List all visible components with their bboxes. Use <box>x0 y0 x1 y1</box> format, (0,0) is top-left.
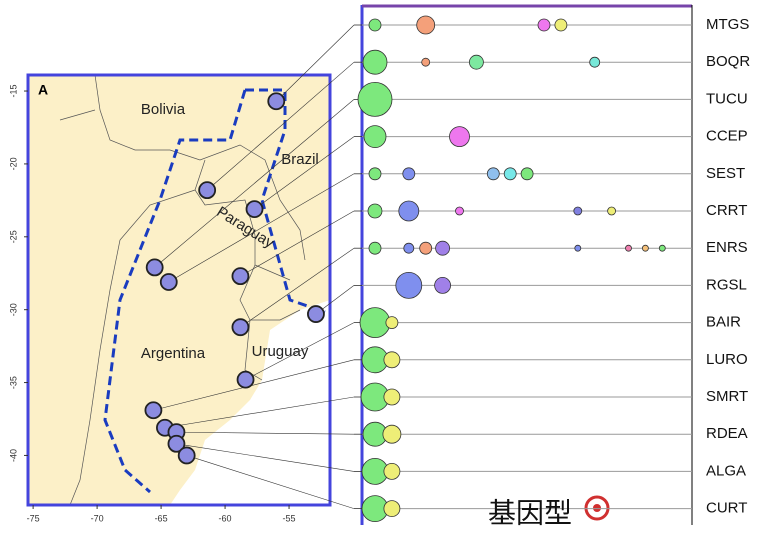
row-label: SMRT <box>706 388 748 405</box>
connector <box>176 431 355 435</box>
bubble <box>625 244 632 252</box>
site <box>159 273 178 291</box>
row-label: MTGS <box>706 16 749 33</box>
country-label: Argentina <box>141 345 206 362</box>
row-label: RDEA <box>706 425 748 442</box>
row-label: CURT <box>706 500 747 517</box>
row-label: TUCU <box>706 90 748 107</box>
bubble <box>419 241 433 255</box>
bubble <box>520 167 534 181</box>
x-tick-label: -75 <box>27 513 40 523</box>
site <box>167 434 186 453</box>
site <box>231 267 250 286</box>
connector <box>168 173 355 283</box>
row-label: CCEP <box>706 128 748 145</box>
site <box>177 446 196 465</box>
bubble <box>357 82 393 117</box>
bubble <box>403 242 415 254</box>
connector <box>276 24 355 102</box>
bubble <box>368 167 382 181</box>
map-frame <box>26 73 332 507</box>
site <box>231 318 250 337</box>
watermark-logo <box>584 495 610 521</box>
connector <box>245 322 355 380</box>
row-label: BAIR <box>706 314 741 331</box>
connector <box>206 61 355 191</box>
x-tick-label: -60 <box>219 513 232 523</box>
connector <box>153 359 355 411</box>
site <box>236 370 255 389</box>
bubble <box>434 276 452 294</box>
row-label: SEST <box>706 165 745 182</box>
y-tick-label: -40 <box>8 449 18 462</box>
connector <box>186 455 355 509</box>
bubble <box>554 18 568 32</box>
connector <box>176 443 355 472</box>
country-label: Uruguay <box>252 343 309 360</box>
bubble <box>416 15 436 35</box>
bubble <box>642 244 649 252</box>
connector <box>154 99 355 268</box>
row-label: CRRT <box>706 202 747 219</box>
row-label: ALGA <box>706 462 746 479</box>
y-tick-label: -30 <box>8 303 18 316</box>
bubble <box>383 351 401 369</box>
bubble <box>573 206 583 216</box>
connector <box>254 136 355 210</box>
bubble <box>385 316 399 330</box>
connector <box>164 396 355 429</box>
row-label: ENRS <box>706 239 748 256</box>
x-tick-label: -55 <box>283 513 296 523</box>
bubble <box>367 203 383 219</box>
connector <box>240 247 355 328</box>
row-label: BOQR <box>706 53 750 70</box>
bubble <box>449 126 470 148</box>
y-tick-label: -35 <box>8 376 18 389</box>
bubble <box>435 240 451 256</box>
y-tick-label: -20 <box>8 157 18 170</box>
bubble <box>368 18 382 32</box>
y-tick-label: -15 <box>8 85 18 98</box>
row-label: RGSL <box>706 276 747 293</box>
bubble <box>383 388 401 406</box>
bubble <box>398 200 420 222</box>
bubble <box>537 18 551 32</box>
site <box>145 258 164 277</box>
y-tick-label: -25 <box>8 230 18 243</box>
site <box>245 200 264 219</box>
site <box>267 92 286 111</box>
connector <box>240 210 355 277</box>
bubble <box>383 500 401 518</box>
bubble <box>421 57 431 67</box>
country-label: Brazil <box>281 151 319 168</box>
x-tick-label: -65 <box>155 513 168 523</box>
bubble <box>607 206 616 216</box>
watermark: 基因型 <box>488 497 572 528</box>
bubble <box>589 56 601 68</box>
site <box>144 401 163 420</box>
site <box>198 181 217 200</box>
bubble <box>486 167 500 181</box>
bubble <box>468 54 484 70</box>
bubble <box>362 49 388 75</box>
panel-label: A <box>38 82 48 98</box>
bubble <box>368 241 382 255</box>
bubble <box>503 167 517 181</box>
bubble <box>402 167 416 181</box>
bubble <box>455 206 464 216</box>
bubble <box>574 244 582 252</box>
bubble <box>363 125 387 149</box>
site <box>307 305 325 323</box>
x-tick-label: -70 <box>91 513 104 523</box>
bubble <box>395 271 423 299</box>
bubble <box>383 462 401 480</box>
bubble <box>382 424 402 444</box>
row-label: LURO <box>706 351 748 368</box>
country-label: Bolivia <box>141 101 186 118</box>
bubble <box>658 244 666 252</box>
